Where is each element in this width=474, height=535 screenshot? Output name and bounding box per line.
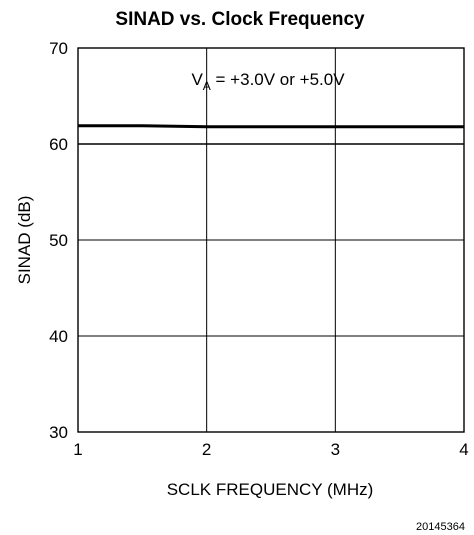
chart-title: SINAD vs. Clock Frequency <box>115 9 365 30</box>
x-tick-label: 2 <box>202 440 211 459</box>
grid <box>78 48 464 432</box>
y-tick-label: 50 <box>49 231 68 250</box>
y-tick-label: 30 <box>49 423 68 442</box>
x-tick-label: 3 <box>331 440 340 459</box>
annotation-main: V <box>191 70 203 89</box>
series-line-1 <box>78 124 464 129</box>
x-axis-label: SCLK FREQUENCY (MHz) <box>167 480 374 499</box>
plot-frame <box>77 47 465 433</box>
y-tick-label: 70 <box>49 39 68 58</box>
y-tick-label: 60 <box>49 135 68 154</box>
annotation-subscript: A <box>203 79 211 93</box>
figure-id: 20145364 <box>416 521 465 533</box>
y-tick-label: 40 <box>49 327 68 346</box>
tick-labels: 1 2 3 4 30 40 50 60 70 <box>49 39 469 459</box>
x-tick-label: 1 <box>73 440 82 459</box>
voltage-annotation: VA = +3.0V or +5.0V <box>191 70 345 93</box>
y-axis-label: SINAD (dB) <box>15 196 34 285</box>
x-tick-label: 4 <box>459 440 468 459</box>
series-group <box>78 124 464 145</box>
annotation-rest: = +3.0V or +5.0V <box>211 70 345 89</box>
